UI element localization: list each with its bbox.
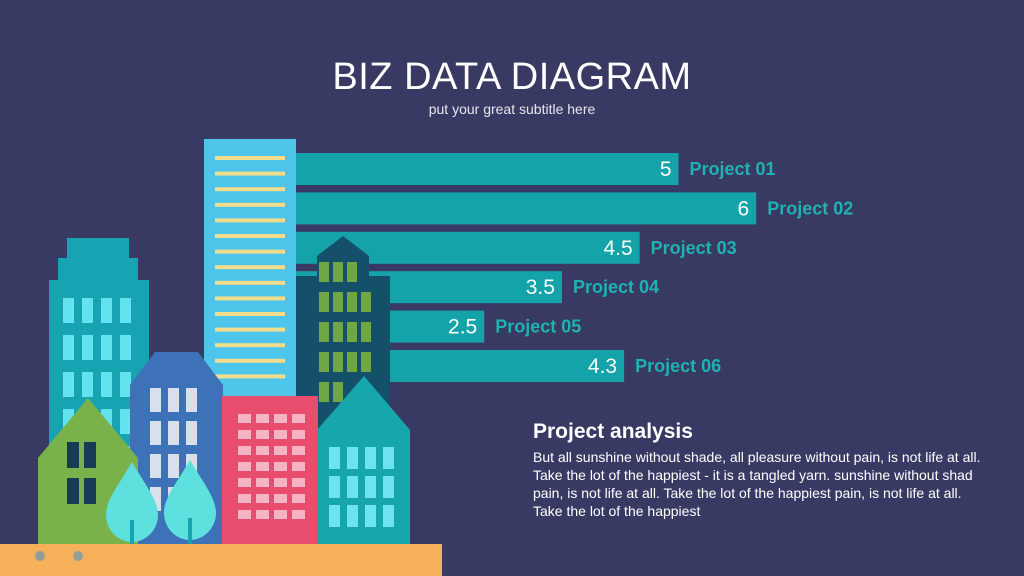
analysis-title: Project analysis <box>533 420 693 443</box>
analysis-text: But all sunshine without shade, all plea… <box>533 449 981 519</box>
ground <box>0 544 442 576</box>
page-subtitle: put your great subtitle here <box>428 101 596 117</box>
trees <box>106 460 216 544</box>
page-title: BIZ DATA DIAGRAM <box>332 56 692 98</box>
ground-dots <box>35 551 83 561</box>
teal-house <box>317 376 410 545</box>
pink-building <box>222 396 318 546</box>
